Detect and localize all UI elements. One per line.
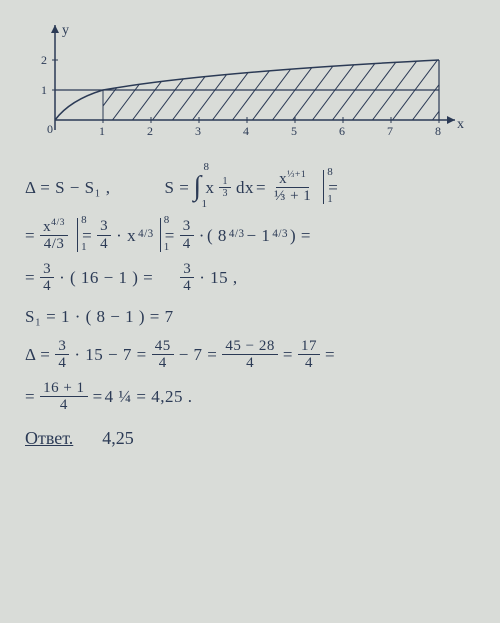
delta-def-text: Δ = S − S₁ , <box>25 174 111 201</box>
svg-text:y: y <box>62 23 69 38</box>
answer-line: Ответ. 4,25 <box>25 428 475 449</box>
line-delta-def: Δ = S − S₁ , S = ∫ 8 1 x 13 dx = x⅓+1 ⅓ … <box>25 165 475 210</box>
S-eq: S = <box>165 174 190 201</box>
svg-text:8: 8 <box>435 124 441 138</box>
svg-text:3: 3 <box>195 124 201 138</box>
integral-sign: ∫ 8 1 <box>193 165 201 210</box>
svg-text:2: 2 <box>41 53 47 67</box>
svg-text:4: 4 <box>243 124 249 138</box>
svg-text:0: 0 <box>47 122 53 136</box>
line-S1: S₁ = 1 · ( 8 − 1 ) = 7 <box>25 303 475 330</box>
line-simplify-1: = x4/3 4/3 8 1 = 34 · x4/3 8 1 = 34 · ( … <box>25 218 475 253</box>
svg-text:x: x <box>457 117 464 132</box>
answer-label: Ответ. <box>25 428 73 448</box>
svg-text:1: 1 <box>99 124 105 138</box>
svg-text:2: 2 <box>147 124 153 138</box>
svg-text:5: 5 <box>291 124 297 138</box>
line-simplify-2: = 34 · ( 16 − 1 ) = 34 · 15 , <box>25 261 475 295</box>
eval-bar-1: 8 1 <box>323 170 324 204</box>
svg-text:6: 6 <box>339 124 345 138</box>
answer-value: 4,25 <box>102 428 134 448</box>
S1-text: S₁ = 1 · ( 8 − 1 ) = 7 <box>25 303 174 330</box>
dx: dx <box>236 174 254 201</box>
line-final: = 16 + 14 = 4 ¼ = 4,25 . <box>25 380 475 414</box>
line-delta-compute: Δ = 34 · 15 − 7 = 454 − 7 = 45 − 284 = 1… <box>25 338 475 372</box>
antiderivative-frac: x⅓+1 ⅓ + 1 <box>271 170 314 205</box>
svg-text:1: 1 <box>41 83 47 97</box>
svg-text:7: 7 <box>387 124 393 138</box>
integral-graph: 1 2 0 1 2 3 4 5 6 7 8 x y <box>25 20 465 140</box>
